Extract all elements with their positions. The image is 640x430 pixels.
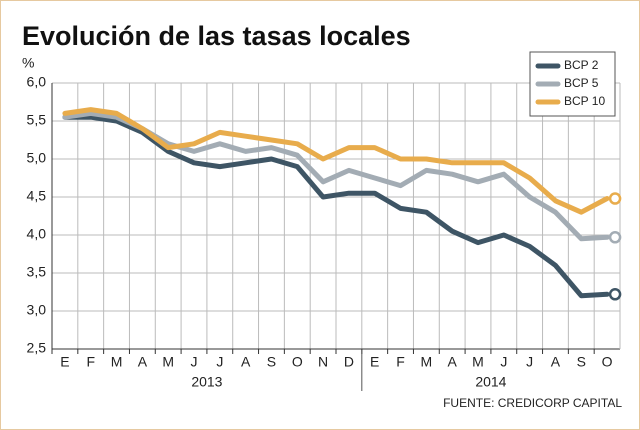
y-tick-label: 5,0 [27,150,47,166]
x-tick-label: A [241,354,251,370]
legend-label: BCP 5 [564,76,599,90]
y-tick-label: 4,0 [27,226,47,242]
end-marker [608,192,622,205]
y-tick-label: 2,5 [27,340,47,356]
x-tick-label: A [448,354,458,370]
x-tick-label: E [60,354,69,370]
x-tick-label: E [370,354,379,370]
chart-title: Evolución de las tasas locales [22,21,411,51]
x-tick-label: O [602,354,613,370]
x-tick-label: N [318,354,328,370]
x-tick-label: S [577,354,586,370]
x-tick-label: F [396,354,405,370]
x-tick-label: M [472,354,484,370]
x-tick-label: A [138,354,148,370]
x-group-label: 2013 [191,374,222,390]
x-tick-label: S [267,354,276,370]
source: FUENTE: CREDICORP CAPITAL [443,396,622,410]
x-tick-label: M [421,354,433,370]
end-marker [608,288,622,301]
x-tick-label: J [191,354,198,370]
y-tick-label: 4,5 [27,188,47,204]
y-axis-label: % [22,55,34,71]
x-tick-label: D [344,354,354,370]
y-tick-label: 3,5 [27,264,47,280]
x-tick-label: O [292,354,303,370]
series-line [62,114,610,299]
x-tick-label: F [86,354,95,370]
y-tick-label: 6,0 [27,74,47,90]
x-group-label: 2014 [475,374,506,390]
x-tick-label: J [500,354,507,370]
legend-label: BCP 2 [564,58,599,72]
y-tick-label: 5,5 [27,112,47,128]
x-tick-label: J [216,354,223,370]
series-line [62,107,610,215]
x-tick-label: J [526,354,533,370]
end-marker [608,231,622,244]
x-tick-label: M [162,354,174,370]
x-tick-label: A [551,354,561,370]
legend-label: BCP 10 [564,94,605,108]
y-tick-label: 3,0 [27,302,47,318]
x-tick-label: M [111,354,123,370]
